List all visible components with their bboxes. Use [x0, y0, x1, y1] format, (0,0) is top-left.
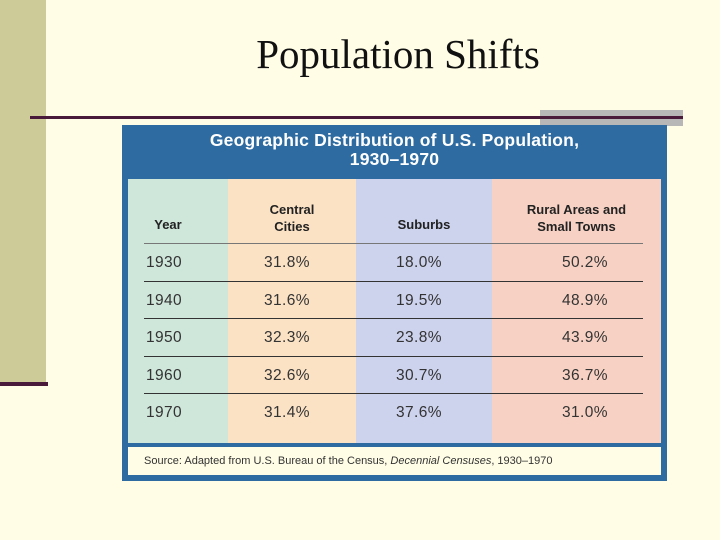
population-table-figure: Geographic Distribution of U.S. Populati… [122, 125, 667, 481]
cell-rural-areas: 43.9% [562, 329, 608, 347]
table-row: 1960 32.6% 30.7% 36.7% [144, 355, 643, 394]
table-row: 1950 32.3% 23.8% 43.9% [144, 318, 643, 356]
cell-central-cities: 32.6% [264, 366, 310, 384]
cell-year: 1930 [146, 254, 183, 271]
year-column-band [128, 179, 228, 443]
header-suburbs: Suburbs [397, 216, 451, 232]
suburbs-column-band [356, 179, 492, 443]
header-year: Year [154, 216, 182, 232]
header-central-cities: Central Cities [228, 191, 356, 245]
header-rural-areas: Rural Areas and Small Towns [492, 191, 661, 245]
cell-rural-areas: 36.7% [562, 366, 608, 384]
header-rural-line1: Rural Areas and [526, 202, 627, 217]
cell-central-cities: 31.4% [264, 404, 310, 422]
cell-suburbs: 18.0% [396, 254, 442, 271]
slide-title: Population Shifts [256, 31, 540, 77]
cell-suburbs: 23.8% [396, 329, 442, 347]
source-title: Decennial Censuses [390, 455, 492, 467]
cell-rural-areas: 48.9% [562, 291, 608, 309]
table-body: Year Central Cities Suburbs Rural Areas … [128, 179, 661, 443]
figure-source-note: Source: Adapted from U.S. Bureau of the … [128, 447, 661, 475]
cell-year: 1950 [146, 329, 183, 347]
cell-central-cities: 32.3% [264, 329, 310, 347]
central-cities-column-band [228, 179, 356, 443]
left-accent-bar-foot [0, 382, 48, 386]
cell-year: 1940 [146, 291, 183, 309]
cell-suburbs: 37.6% [396, 404, 442, 422]
cell-rural-areas: 31.0% [562, 404, 608, 422]
title-rule-accent-line [540, 116, 683, 119]
table-row: 1970 31.4% 37.6% 31.0% [144, 393, 643, 431]
cell-suburbs: 19.5% [396, 291, 442, 309]
left-accent-bar [0, 0, 46, 382]
table-row: 1930 31.8% 18.0% 50.2% [144, 243, 643, 281]
cell-suburbs: 30.7% [396, 366, 442, 384]
figure-title-line1: Geographic Distribution of U.S. Populati… [209, 130, 580, 150]
cell-central-cities: 31.6% [264, 291, 310, 309]
header-central-cities-line1: Central [269, 202, 315, 217]
source-suffix: , 1930–1970 [491, 455, 553, 467]
cell-central-cities: 31.8% [264, 254, 310, 271]
table-row: 1940 31.6% 19.5% 48.9% [144, 280, 643, 319]
title-rule [30, 116, 667, 119]
figure-title: Geographic Distribution of U.S. Populati… [122, 131, 667, 169]
header-central-cities-line2: Cities [274, 219, 310, 234]
cell-year: 1960 [146, 366, 183, 384]
header-rural-line2: Small Towns [537, 219, 616, 234]
rural-column-band [492, 179, 661, 443]
cell-year: 1970 [146, 404, 183, 422]
figure-title-line2: 1930–1970 [349, 149, 440, 169]
source-prefix: Source: Adapted from U.S. Bureau of the … [144, 455, 391, 467]
cell-rural-areas: 50.2% [562, 254, 608, 271]
